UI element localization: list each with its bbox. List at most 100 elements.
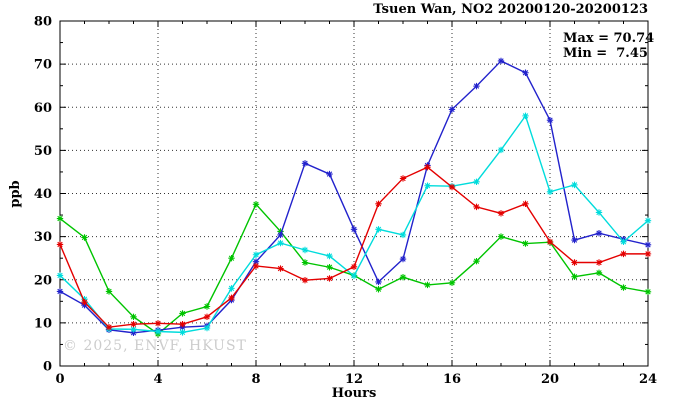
series-blue-marker bbox=[252, 258, 260, 265]
x-tick-label: 20 bbox=[541, 372, 559, 387]
max-value-label: Max = 70.74 bbox=[563, 31, 655, 46]
series-red-marker bbox=[179, 320, 186, 328]
series-blue-marker bbox=[326, 170, 333, 178]
y-tick-label: 30 bbox=[34, 230, 52, 245]
series-red-marker bbox=[105, 323, 113, 331]
series-blue-marker bbox=[473, 82, 480, 90]
series-cyan-marker bbox=[497, 146, 505, 154]
series-blue-marker bbox=[130, 329, 137, 336]
series-red-marker bbox=[375, 200, 382, 208]
y-axis-label: ppb bbox=[8, 180, 23, 208]
series-green-marker bbox=[595, 269, 603, 277]
series-blue-marker bbox=[522, 69, 529, 76]
series-red-marker bbox=[326, 275, 333, 282]
series-green-marker bbox=[473, 258, 480, 265]
y-tick-label: 20 bbox=[34, 273, 52, 288]
x-tick-label: 4 bbox=[153, 372, 162, 387]
series-cyan-marker bbox=[154, 328, 162, 335]
series-red-marker bbox=[473, 203, 480, 211]
series-green-marker bbox=[301, 259, 309, 266]
series-green-marker bbox=[277, 228, 284, 235]
y-tick-label: 60 bbox=[34, 101, 52, 116]
series-red-marker bbox=[301, 276, 309, 284]
x-tick-label: 24 bbox=[639, 372, 657, 387]
series-green-marker bbox=[105, 288, 113, 295]
series-green-marker bbox=[448, 279, 456, 286]
series-green-marker bbox=[620, 284, 627, 291]
series-red-marker bbox=[546, 238, 554, 245]
series-red-marker bbox=[620, 250, 627, 258]
series-green-marker bbox=[497, 233, 505, 240]
y-tick-label: 40 bbox=[34, 187, 52, 202]
series-green-marker bbox=[203, 303, 211, 310]
series-green-marker bbox=[252, 201, 260, 208]
series-blue-marker bbox=[644, 241, 652, 249]
y-tick-label: 70 bbox=[34, 58, 52, 73]
series-red-marker bbox=[56, 241, 64, 248]
series-red-marker bbox=[522, 200, 529, 208]
series-blue-marker bbox=[56, 288, 64, 295]
series-red-marker bbox=[277, 265, 284, 272]
series-red-line bbox=[59, 166, 648, 328]
series-red-marker bbox=[228, 294, 235, 302]
series-cyan-marker bbox=[277, 239, 284, 247]
series-red-marker bbox=[448, 183, 456, 191]
y-tick-label: 50 bbox=[34, 144, 52, 159]
x-tick-label: 0 bbox=[55, 372, 64, 387]
series-green-marker bbox=[522, 240, 529, 247]
series-red-marker bbox=[203, 313, 211, 321]
series-cyan-marker bbox=[56, 272, 64, 279]
x-tick-label: 12 bbox=[345, 372, 363, 387]
series-green-marker bbox=[130, 313, 137, 321]
series-blue-marker bbox=[277, 231, 284, 239]
x-tick-label: 16 bbox=[443, 372, 461, 387]
series-cyan-marker bbox=[350, 272, 358, 280]
series-cyan-marker bbox=[130, 326, 137, 333]
series-cyan-marker bbox=[546, 188, 554, 195]
series-cyan-marker bbox=[326, 252, 333, 260]
series-red-marker bbox=[350, 263, 358, 271]
series-green-marker bbox=[179, 310, 186, 317]
series-green-marker bbox=[399, 273, 407, 281]
series-cyan-marker bbox=[399, 231, 407, 239]
series-blue-marker bbox=[497, 57, 505, 65]
series-red-marker bbox=[252, 262, 260, 270]
series-cyan-marker bbox=[522, 112, 529, 120]
series-red-marker bbox=[130, 320, 137, 328]
series-red-marker bbox=[595, 259, 603, 266]
series-cyan-marker bbox=[424, 182, 431, 189]
series-green-marker bbox=[571, 273, 578, 280]
series-cyan-line bbox=[59, 114, 649, 334]
series-blue-marker bbox=[448, 106, 456, 113]
series-red-marker bbox=[644, 250, 652, 258]
series-cyan-marker bbox=[644, 217, 652, 224]
series-blue-marker bbox=[399, 255, 407, 263]
series-cyan-marker bbox=[473, 178, 480, 186]
series-blue-marker bbox=[350, 226, 358, 233]
series-green-marker bbox=[81, 234, 88, 241]
series-red-marker bbox=[399, 175, 407, 182]
series-cyan-marker bbox=[179, 329, 186, 336]
y-tick-label: 80 bbox=[34, 15, 52, 30]
series-green-marker bbox=[56, 215, 64, 222]
series-cyan-marker bbox=[620, 238, 627, 245]
x-axis-label: Hours bbox=[331, 386, 377, 401]
series-cyan-marker bbox=[375, 226, 382, 233]
series-cyan-marker bbox=[595, 209, 603, 216]
series-red-marker bbox=[81, 298, 88, 306]
series-cyan-marker bbox=[301, 246, 309, 254]
series-red-marker bbox=[154, 320, 162, 327]
y-tick-label: 0 bbox=[43, 360, 52, 375]
series-blue-marker bbox=[375, 278, 382, 286]
series-green-marker bbox=[228, 254, 235, 262]
series-blue-marker bbox=[571, 236, 578, 244]
series-cyan-marker bbox=[203, 324, 211, 332]
x-tick-label: 8 bbox=[251, 372, 260, 387]
series-green-marker bbox=[375, 286, 382, 293]
series-red-marker bbox=[424, 163, 431, 171]
series-cyan-marker bbox=[228, 285, 235, 292]
series-blue-marker bbox=[546, 116, 554, 124]
max-min-annotation: Max = 70.74 Min = 7.45 bbox=[563, 31, 654, 61]
